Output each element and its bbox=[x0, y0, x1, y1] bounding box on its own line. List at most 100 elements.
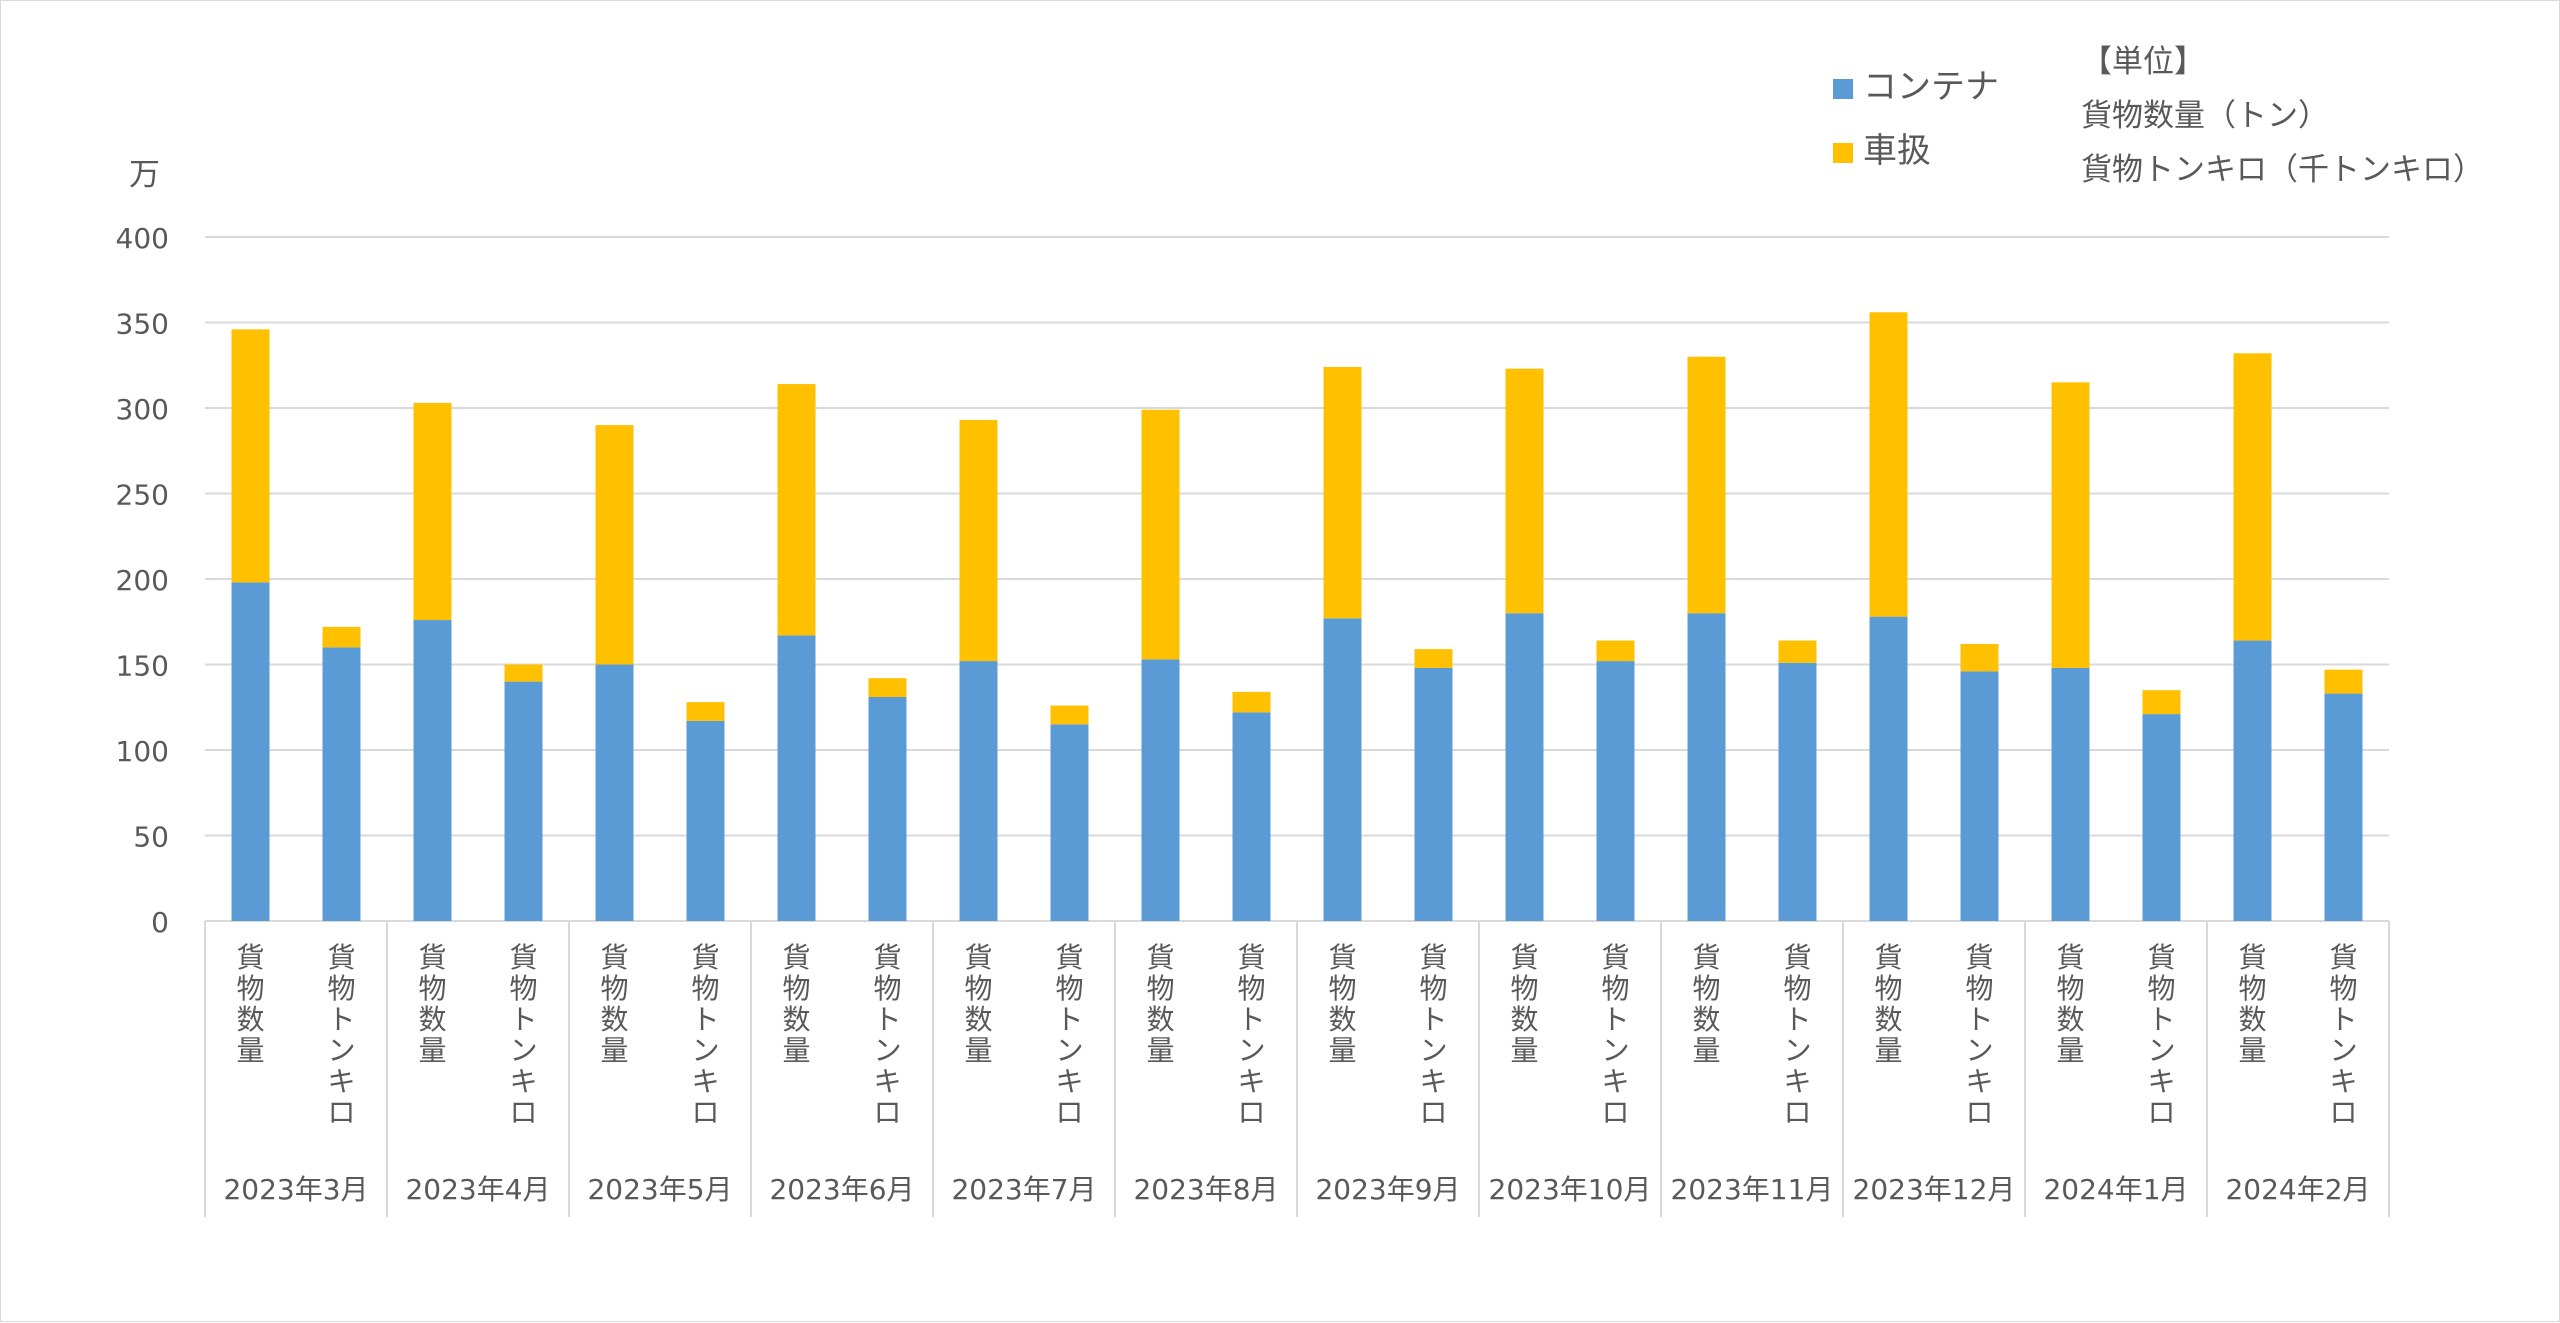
x-subcategory-label-char: 量 bbox=[1328, 1034, 1356, 1067]
x-subcategory-label-char: キ bbox=[1237, 1065, 1265, 1098]
x-group-label: 2024年1月 bbox=[2043, 1173, 2188, 1206]
bar-shaatsukai bbox=[1050, 705, 1089, 725]
x-subcategory-label-char: ト bbox=[873, 1003, 901, 1036]
x-subcategory-label-char: 貨 bbox=[327, 941, 355, 974]
x-subcategory-label-char: キ bbox=[1055, 1065, 1083, 1098]
x-subcategory-label-char: ン bbox=[509, 1034, 537, 1067]
x-group-label: 2024年2月 bbox=[2225, 1173, 2370, 1206]
x-group-label: 2023年8月 bbox=[1133, 1173, 1278, 1206]
bar-container bbox=[1687, 613, 1726, 921]
x-subcategory-label-char: ロ bbox=[327, 1096, 355, 1129]
bar-shaatsukai bbox=[1596, 640, 1635, 662]
x-subcategory-label-char: 数 bbox=[964, 1003, 992, 1036]
bar-container bbox=[2051, 667, 2090, 921]
x-subcategory-label-char: 貨 bbox=[1419, 941, 1447, 974]
x-subcategory-label-char: 貨 bbox=[1601, 941, 1629, 974]
legend-swatch-shaatsukai bbox=[1833, 142, 1853, 163]
bar-container bbox=[1050, 724, 1089, 921]
x-subcategory-label-char: ロ bbox=[1055, 1096, 1083, 1129]
bar-container bbox=[1869, 616, 1908, 921]
x-subcategory-label-char: 数 bbox=[1874, 1003, 1902, 1036]
x-subcategory-label-char: 物 bbox=[1965, 972, 1993, 1005]
bar-shaatsukai bbox=[868, 678, 907, 697]
x-subcategory-label-char: 物 bbox=[327, 972, 355, 1005]
x-subcategory-label-char: 量 bbox=[1146, 1034, 1174, 1067]
x-subcategory-label-char: ト bbox=[1419, 1003, 1447, 1036]
x-subcategory-label-char: ン bbox=[1965, 1034, 1993, 1067]
bar-shaatsukai bbox=[595, 425, 634, 665]
y-tick-label: 250 bbox=[116, 479, 169, 512]
y-tick-label: 350 bbox=[116, 308, 169, 341]
bar-container bbox=[1505, 613, 1544, 921]
x-subcategory-label-char: 物 bbox=[1328, 972, 1356, 1005]
x-subcategory-label-char: 物 bbox=[691, 972, 719, 1005]
y-tick-label: 150 bbox=[116, 650, 169, 683]
x-subcategory-label-char: ト bbox=[509, 1003, 537, 1036]
x-subcategory-label-char: 物 bbox=[1874, 972, 1902, 1005]
x-subcategory-label-char: 貨 bbox=[691, 941, 719, 974]
x-subcategory-label-char: 物 bbox=[1055, 972, 1083, 1005]
x-subcategory-label-char: 貨 bbox=[509, 941, 537, 974]
x-subcategory-label-char: 物 bbox=[2238, 972, 2266, 1005]
x-subcategory-label-char: 量 bbox=[1874, 1034, 1902, 1067]
bar-shaatsukai bbox=[322, 626, 361, 648]
bar-container bbox=[413, 620, 452, 921]
x-subcategory-label-char: ト bbox=[1601, 1003, 1629, 1036]
x-subcategory-label-char: 貨 bbox=[1055, 941, 1083, 974]
x-subcategory-label-char: 物 bbox=[2329, 972, 2357, 1005]
bar-container bbox=[686, 720, 725, 921]
x-subcategory-label-char: ト bbox=[691, 1003, 719, 1036]
bar-container bbox=[1141, 659, 1180, 921]
bar-shaatsukai bbox=[686, 702, 725, 721]
x-subcategory-label-char: ロ bbox=[1601, 1096, 1629, 1129]
y-tick-label: 300 bbox=[116, 393, 169, 426]
x-subcategory-label-char: 物 bbox=[418, 972, 446, 1005]
x-subcategory-label-char: ロ bbox=[2329, 1096, 2357, 1129]
x-subcategory-label-char: ロ bbox=[2147, 1096, 2175, 1129]
x-subcategory-label-char: 量 bbox=[1510, 1034, 1538, 1067]
x-subcategory-label-char: 貨 bbox=[2056, 941, 2084, 974]
bar-container bbox=[504, 681, 543, 921]
x-subcategory-label-char: ン bbox=[1055, 1034, 1083, 1067]
x-subcategory-label-char: ト bbox=[1965, 1003, 1993, 1036]
x-subcategory-label-char: 物 bbox=[873, 972, 901, 1005]
x-subcategory-label-char: 量 bbox=[2056, 1034, 2084, 1067]
x-subcategory-label-char: ト bbox=[2329, 1003, 2357, 1036]
bar-shaatsukai bbox=[2142, 690, 2181, 715]
x-subcategory-label-char: キ bbox=[691, 1065, 719, 1098]
y-tick-label: 100 bbox=[116, 735, 169, 768]
bar-shaatsukai bbox=[1141, 409, 1180, 660]
x-subcategory-label-char: 量 bbox=[2238, 1034, 2266, 1067]
x-subcategory-label-char: ン bbox=[691, 1034, 719, 1067]
bar-shaatsukai bbox=[1323, 366, 1362, 619]
x-subcategory-label-char: ト bbox=[1783, 1003, 1811, 1036]
x-subcategory-label-char: 数 bbox=[1692, 1003, 1720, 1036]
unit-note-title: 【単位】 bbox=[2081, 44, 2205, 80]
x-subcategory-label-char: ロ bbox=[1783, 1096, 1811, 1129]
x-subcategory-label-char: 貨 bbox=[1510, 941, 1538, 974]
x-subcategory-label-char: ロ bbox=[873, 1096, 901, 1129]
x-subcategory-label-char: 貨 bbox=[1692, 941, 1720, 974]
bar-container bbox=[868, 696, 907, 921]
x-subcategory-label-char: キ bbox=[873, 1065, 901, 1098]
bar-container bbox=[322, 647, 361, 921]
x-subcategory-label-char: 数 bbox=[600, 1003, 628, 1036]
x-subcategory-label-char: 貨 bbox=[1146, 941, 1174, 974]
x-subcategory-label-char: ン bbox=[1237, 1034, 1265, 1067]
x-subcategory-label-char: 貨 bbox=[964, 941, 992, 974]
x-subcategory-label-char: 物 bbox=[1146, 972, 1174, 1005]
x-subcategory-label-char: キ bbox=[1783, 1065, 1811, 1098]
x-subcategory-label-char: 貨 bbox=[418, 941, 446, 974]
x-subcategory-label-char: キ bbox=[1419, 1065, 1447, 1098]
x-subcategory-label-char: 物 bbox=[600, 972, 628, 1005]
x-subcategory-label-char: 貨 bbox=[1237, 941, 1265, 974]
y-tick-label: 400 bbox=[116, 222, 169, 255]
x-subcategory-label-char: ロ bbox=[509, 1096, 537, 1129]
x-subcategory-label-char: キ bbox=[1601, 1065, 1629, 1098]
x-subcategory-label-char: 数 bbox=[1146, 1003, 1174, 1036]
x-subcategory-label-char: ト bbox=[327, 1003, 355, 1036]
x-subcategory-label-char: キ bbox=[2329, 1065, 2357, 1098]
y-tick-label: 50 bbox=[133, 821, 169, 854]
bar-container bbox=[1960, 671, 1999, 921]
